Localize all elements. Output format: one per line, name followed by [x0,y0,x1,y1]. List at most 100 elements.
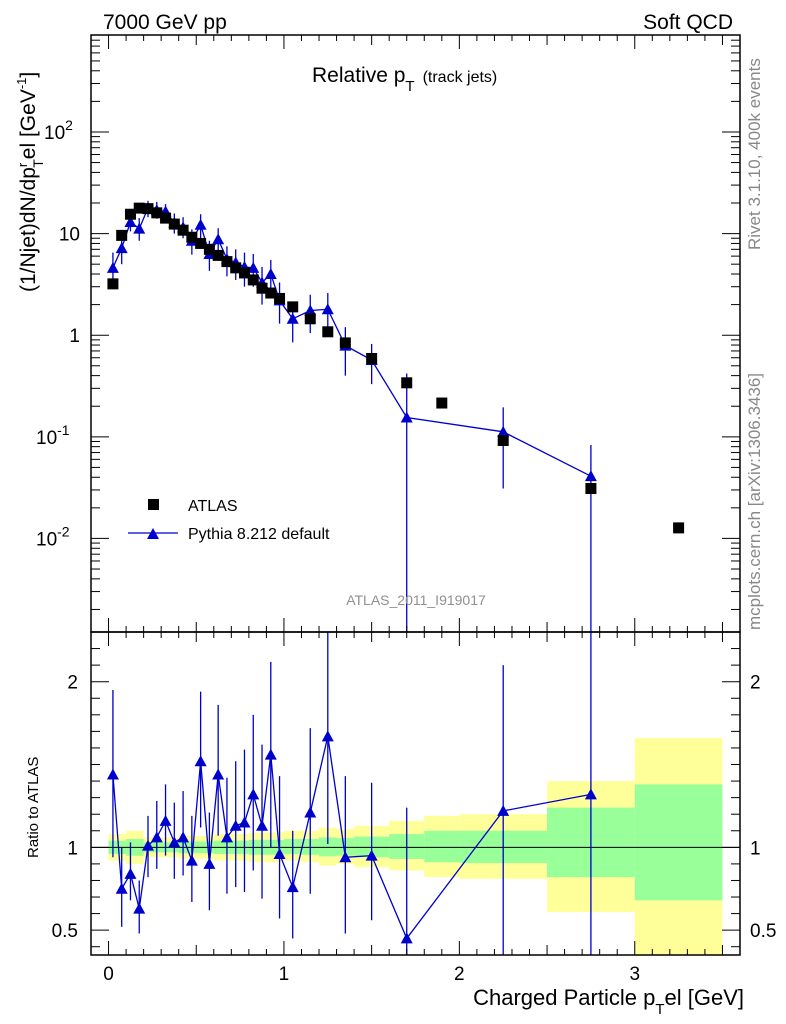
data-marker [107,278,119,290]
y-tick-label: 10-2 [36,523,70,550]
data-marker [366,352,378,364]
ratio-tick-label-left: 2 [67,673,78,694]
mc-ratio-marker [304,806,317,818]
mc-marker [264,268,277,280]
mc-ratio-marker [264,748,277,760]
data-marker [436,397,448,409]
data-marker [160,212,172,224]
ratio-y-axis-label: Ratio to ATLAS [25,757,42,858]
ratio-tick-label-left: 0.5 [52,921,78,942]
data-marker [168,218,180,230]
mc-marker [321,303,334,315]
data-marker [177,224,189,236]
mc-series-ratio [106,632,597,955]
data-marker [339,337,351,349]
mc-marker [133,222,146,234]
mc-marker [124,216,137,228]
mc-marker [584,470,597,482]
mc-ratio-marker [106,768,119,780]
mc-ratio-marker [203,857,216,869]
data-marker [274,292,286,304]
plot-title-paren: (track jets) [423,69,498,86]
mc-ratio-marker [339,851,352,863]
mc-ratio-marker [150,831,163,843]
data-marker [203,243,215,255]
mc-ratio-marker [220,831,233,843]
ratio-plot-frame [90,631,741,956]
data-marker [195,237,207,249]
data-series-main [107,202,685,534]
mc-marker [194,218,207,230]
data-marker [142,203,154,215]
mc-ratio-marker [194,755,207,767]
mc-ratio-marker [400,932,413,944]
analysis-label: ATLAS_2011_I919017 [346,592,486,608]
data-marker [304,313,316,325]
data-marker [585,482,597,494]
data-marker [230,262,242,274]
x-axis-label: Charged Particle pTel [GeV] [473,985,744,1018]
y-tick-label: 10 [59,225,80,246]
y-tick-label: 10-1 [36,422,70,449]
y-axis-label: (1/Njet)dN/dprTel [GeV-1] [14,72,46,292]
data-marker [186,231,198,243]
x-tick-label: 2 [454,964,465,985]
mc-ratio-marker [124,867,137,879]
data-marker [497,434,509,446]
band-green-15 [634,784,723,901]
axis-tick-labels: 0 1 2 3 102 10 1 10-1 10-2 0.5 0.5 1 1 2 2 [36,117,776,985]
mc-marker [247,261,260,273]
x-tick-label: 3 [629,964,640,985]
mc-ratio-marker [142,839,155,851]
data-marker [212,249,224,261]
process-label: Soft QCD [643,11,733,34]
mc-ratio-marker [133,902,146,914]
legend-data-marker [148,499,159,510]
plot-title-main: Relative p [312,64,405,87]
mc-ratio-marker [321,730,334,742]
data-marker [247,274,259,286]
mc-ratio-marker [168,836,181,848]
mc-line [112,207,592,477]
data-marker [265,287,277,299]
plot-title: Relative pT (track jets) [312,64,497,95]
data-marker [238,267,250,279]
mc-marker [400,411,413,423]
y-tick-label: 102 [44,117,73,144]
ratio-tick-label-left: 1 [67,838,78,859]
mc-ratio-marker [159,814,172,826]
data-marker [116,229,128,241]
legend-mc-label: Pythia 8.212 default [188,526,330,543]
mc-marker [212,233,225,245]
mc-ratio-marker [286,881,299,893]
mc-marker [497,425,510,437]
data-marker [287,301,299,313]
mc-ratio-marker [115,882,128,894]
axis-ticks [90,34,740,955]
mc-ratio-marker [185,854,198,866]
data-marker [322,326,334,338]
y-tick-label: 1 [69,326,80,347]
ratio-tick-label-right: 2 [750,673,761,694]
mc-ratio-marker [238,816,251,828]
legend-mc-marker [147,528,159,539]
mc-ratio-marker [273,847,286,859]
data-marker [673,522,685,534]
mc-marker [286,312,299,324]
data-marker [124,208,136,220]
data-marker [256,282,268,294]
x-tick-label: 0 [103,964,114,985]
mc-marker [106,261,119,273]
legend: ATLAS Pythia 8.212 default [128,498,330,543]
mc-marker [115,242,128,254]
mc-ratio-marker [247,788,260,800]
plot-title-sub: T [405,78,414,95]
energy-label: 7000 GeV pp [103,11,227,34]
mc-ratio-marker [497,804,510,816]
mc-ratio-marker [365,849,378,861]
mc-ratio-marker [177,831,190,843]
mcplots-label: mcplots.cern.ch [arXiv:1306.3436] [745,373,764,630]
mc-series-main [106,200,597,632]
mc-marker [304,304,317,316]
band-green-12 [424,830,460,863]
